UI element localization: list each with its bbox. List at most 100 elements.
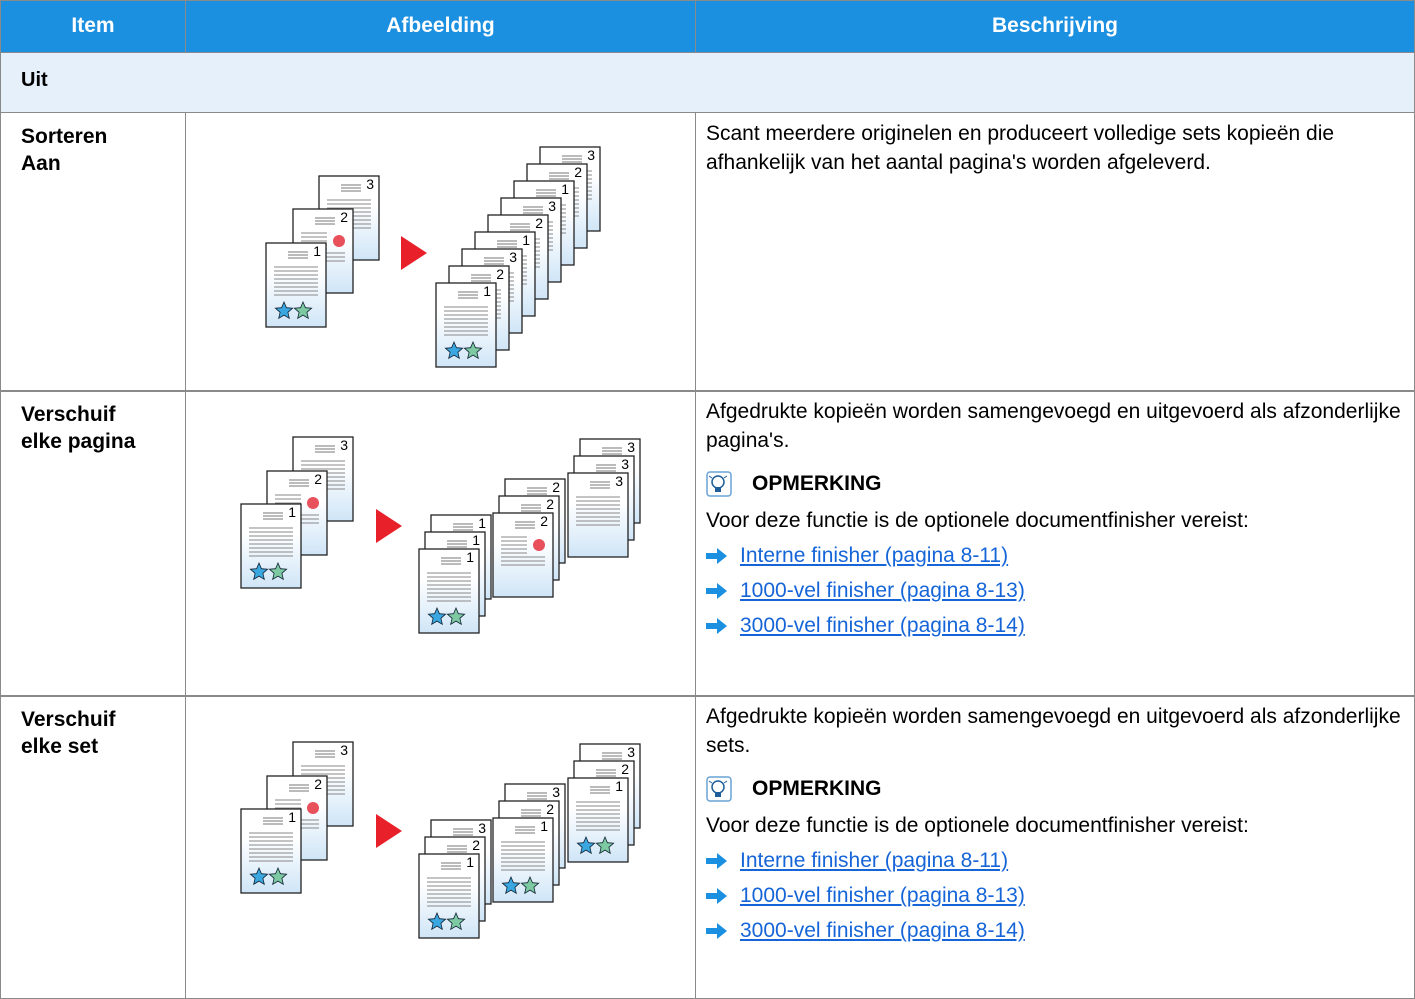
page-number: 3 xyxy=(627,744,635,760)
link-arrow xyxy=(706,547,727,564)
page-sheet xyxy=(240,808,302,894)
arrow xyxy=(376,814,402,848)
page-sheet xyxy=(435,282,497,368)
page-number: 1 xyxy=(540,818,548,834)
page-icon: 1 xyxy=(240,808,302,894)
page-star xyxy=(249,561,269,581)
page-number: 2 xyxy=(574,164,582,180)
page-star xyxy=(463,340,483,360)
page-star xyxy=(427,606,447,626)
page-number: 1 xyxy=(478,515,486,531)
page-number: 2 xyxy=(496,266,504,282)
arrow xyxy=(401,236,427,270)
note-text: Voor deze functie is de optionele docume… xyxy=(706,509,1249,532)
link-item: 1000-vel finisher (pagina 8-13) xyxy=(706,576,1402,605)
link-arrow xyxy=(706,852,727,869)
page-icon: 3 xyxy=(567,472,629,558)
page-number: 3 xyxy=(509,249,517,265)
page-star xyxy=(520,875,540,895)
item-cell: Sorteren Aan xyxy=(0,112,186,392)
page-number: 1 xyxy=(483,283,491,299)
link-item: Interne finisher (pagina 8-11) xyxy=(706,846,1402,875)
page-star xyxy=(501,875,521,895)
page-number: 1 xyxy=(313,243,321,259)
note-heading: OPMERKING xyxy=(706,469,1402,498)
page-icon: 1 xyxy=(240,503,302,589)
description: Scant meerdere originelen en produceert … xyxy=(706,122,1335,174)
note-icon xyxy=(706,470,732,497)
page-star xyxy=(249,866,269,886)
page-number: 1 xyxy=(288,809,296,825)
note-icon xyxy=(706,775,732,802)
page-star xyxy=(446,606,466,626)
page-sheet xyxy=(567,472,629,558)
link-arrow xyxy=(706,887,727,904)
item-cell: Verschuif elke pagina xyxy=(0,390,186,697)
note-title: OPMERKING xyxy=(752,472,882,495)
page-number: 2 xyxy=(546,496,554,512)
page-number: 1 xyxy=(288,504,296,520)
page-number: 2 xyxy=(535,215,543,231)
item-cell: Verschuif elke set xyxy=(0,695,186,999)
page-number: 3 xyxy=(366,176,374,192)
note-title: OPMERKING xyxy=(752,777,882,800)
page-sheet xyxy=(265,242,327,328)
note-text: Voor deze functie is de optionele docume… xyxy=(706,814,1249,837)
page-star xyxy=(427,911,447,931)
link[interactable]: 1000-vel finisher (pagina 8-13) xyxy=(740,579,1025,602)
page-sheet xyxy=(418,548,480,634)
page-sheet xyxy=(492,512,554,598)
page-icon: 1 xyxy=(567,777,629,863)
page-dot xyxy=(533,539,545,551)
page-number: 2 xyxy=(472,837,480,853)
page-number: 3 xyxy=(340,742,348,758)
link[interactable]: 3000-vel finisher (pagina 8-14) xyxy=(740,919,1025,942)
page-number: 2 xyxy=(621,761,629,777)
page-icon: 1 xyxy=(435,282,497,368)
page-number: 2 xyxy=(546,801,554,817)
link-arrow xyxy=(706,922,727,939)
section-row: Uit xyxy=(0,52,1415,113)
item-label: Verschuif xyxy=(21,403,116,426)
description: Afgedrukte kopieën worden samengevoegd e… xyxy=(706,705,1401,757)
page-number: 2 xyxy=(340,209,348,225)
page-dot xyxy=(307,497,319,509)
description-cell: Afgedrukte kopieën worden samengevoegd e… xyxy=(695,695,1415,999)
page-number: 3 xyxy=(552,784,560,800)
description: Afgedrukte kopieën worden samengevoegd e… xyxy=(706,400,1401,452)
page-icon: 1 xyxy=(418,853,480,939)
page-number: 3 xyxy=(621,456,629,472)
page-dot xyxy=(333,235,345,247)
page-icon: 1 xyxy=(418,548,480,634)
item-label: elke pagina xyxy=(21,430,136,453)
page-star xyxy=(595,835,615,855)
page-sheet xyxy=(418,853,480,939)
description-cell: Scant meerdere originelen en produceert … xyxy=(695,112,1415,392)
item-label: Sorteren xyxy=(21,125,108,148)
page-star xyxy=(293,300,313,320)
link[interactable]: 3000-vel finisher (pagina 8-14) xyxy=(740,614,1025,637)
page-number: 3 xyxy=(587,147,595,163)
page-number: 1 xyxy=(522,232,530,248)
link[interactable]: Interne finisher (pagina 8-11) xyxy=(740,849,1009,872)
page-number: 1 xyxy=(561,181,569,197)
page-icon: 2 xyxy=(492,512,554,598)
page-number: 3 xyxy=(478,820,486,836)
link-arrow xyxy=(706,582,727,599)
page-sheet xyxy=(492,817,554,903)
page-number: 2 xyxy=(314,471,322,487)
link[interactable]: 1000-vel finisher (pagina 8-13) xyxy=(740,884,1025,907)
arrow xyxy=(376,509,402,543)
page-number: 1 xyxy=(615,778,623,794)
link-item: Interne finisher (pagina 8-11) xyxy=(706,541,1402,570)
page-number: 2 xyxy=(552,479,560,495)
link-arrow xyxy=(706,617,727,634)
page-sheet xyxy=(567,777,629,863)
note-heading: OPMERKING xyxy=(706,774,1402,803)
link[interactable]: Interne finisher (pagina 8-11) xyxy=(740,544,1009,567)
